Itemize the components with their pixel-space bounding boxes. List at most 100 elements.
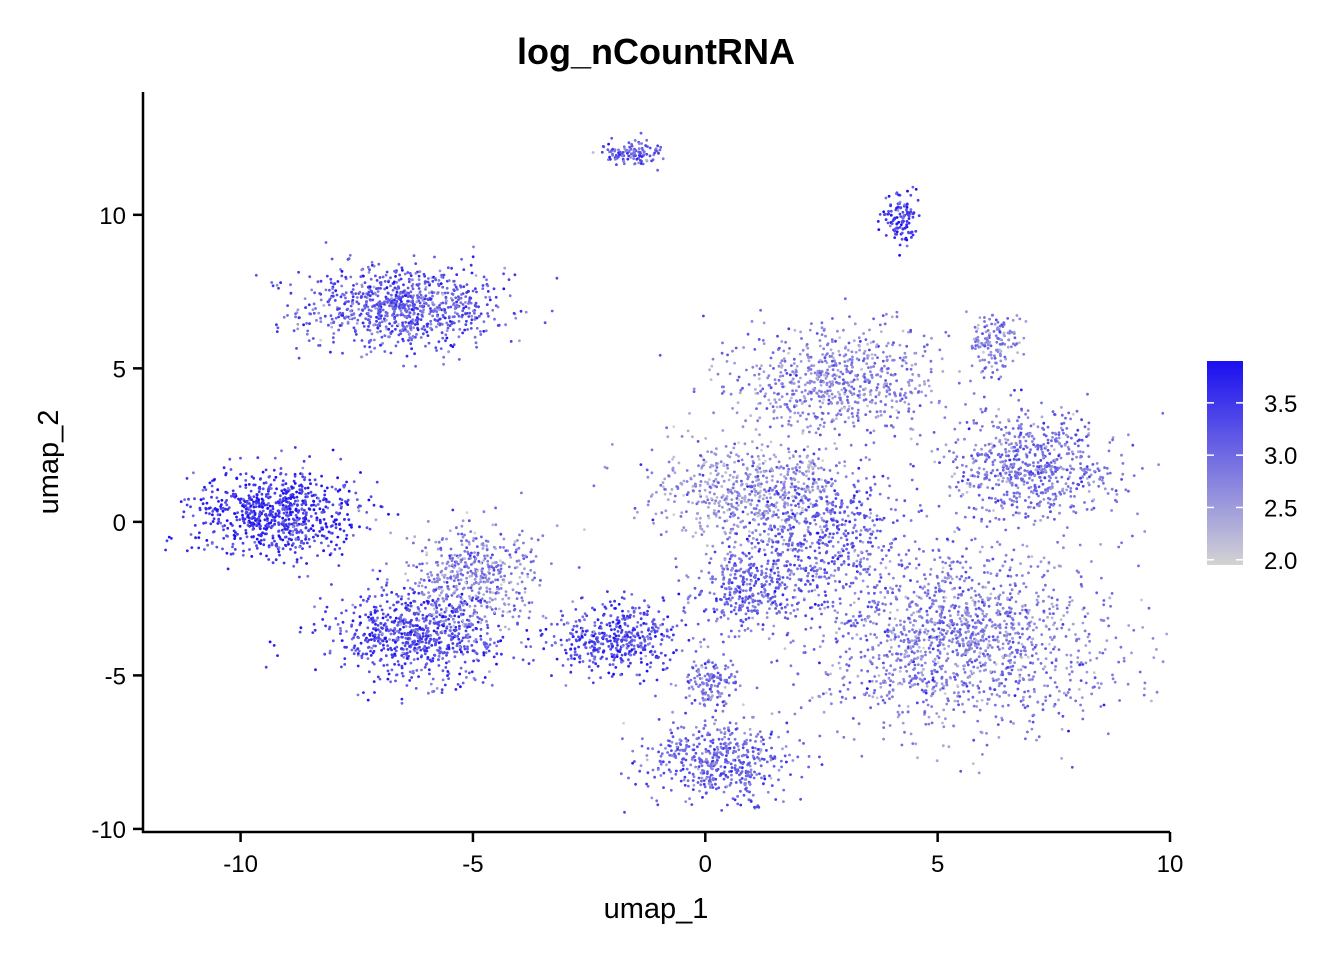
cell-point: [667, 460, 671, 464]
cell-point: [369, 315, 373, 319]
cell-point: [818, 433, 822, 437]
cell-point: [479, 601, 483, 604]
cell-point: [385, 583, 388, 587]
cell-point: [305, 562, 308, 565]
cell-point: [523, 554, 527, 558]
cell-point: [824, 334, 827, 338]
cell-point: [864, 456, 868, 459]
cell-point: [405, 561, 409, 564]
cell-point: [284, 489, 288, 492]
cell-point: [453, 574, 456, 578]
cell-point: [458, 627, 461, 631]
cell-point: [727, 490, 730, 494]
cell-point: [365, 353, 369, 356]
cell-point: [370, 261, 374, 264]
cell-point: [888, 388, 892, 392]
cell-point: [434, 346, 438, 350]
cell-point: [843, 464, 847, 468]
cell-point: [725, 360, 729, 363]
cell-point: [403, 315, 407, 319]
cell-point: [998, 352, 1002, 356]
cell-point: [842, 378, 845, 382]
cell-point: [879, 410, 882, 413]
cell-point: [739, 520, 743, 524]
cell-point: [480, 568, 484, 572]
cell-point: [781, 374, 785, 378]
cell-point: [901, 227, 905, 231]
cell-point: [367, 638, 371, 642]
cell-point: [376, 290, 380, 293]
cell-point: [830, 420, 834, 424]
cell-point: [468, 671, 471, 675]
cell-point: [717, 481, 720, 485]
cell-point: [847, 416, 851, 420]
cell-point: [390, 653, 394, 657]
cell-point: [737, 504, 740, 507]
cell-point: [1013, 435, 1017, 438]
cell-point: [413, 630, 417, 634]
cell-point: [895, 315, 899, 319]
cell-point: [331, 524, 334, 527]
cell-point: [798, 454, 802, 458]
cell-point: [444, 301, 448, 305]
cell-point: [287, 518, 291, 521]
cell-point: [831, 380, 834, 384]
cell-point: [720, 351, 724, 355]
cell-point: [165, 539, 169, 543]
cell-point: [757, 458, 761, 461]
cell-point: [864, 377, 867, 381]
cell-point: [313, 291, 316, 295]
cell-point: [422, 308, 425, 311]
cell-point: [324, 624, 327, 628]
cell-point: [418, 581, 422, 584]
cell-point: [442, 315, 445, 319]
cell-point: [204, 521, 208, 525]
cell-point: [393, 269, 396, 273]
cell-point: [804, 372, 808, 376]
cell-point: [710, 450, 713, 454]
cell-point: [461, 652, 465, 656]
cell-point: [843, 387, 846, 390]
cell-point: [508, 294, 512, 298]
cell-point: [676, 487, 680, 490]
cell-point: [761, 339, 765, 342]
cell-point: [198, 506, 202, 510]
cell-point: [750, 511, 754, 514]
cell-point: [325, 500, 328, 504]
cell-point: [856, 378, 859, 381]
cell-point: [248, 502, 251, 505]
cell-point: [909, 437, 913, 441]
cell-point: [504, 323, 507, 327]
cell-point: [658, 353, 662, 357]
cell-point: [351, 301, 354, 305]
cell-point: [799, 414, 802, 417]
cell-point: [692, 390, 696, 393]
cell-point: [403, 272, 407, 276]
cell-point: [257, 486, 261, 490]
cell-point: [735, 453, 738, 457]
cell-point: [719, 460, 723, 464]
cell-point: [475, 545, 479, 548]
cell-point: [793, 485, 797, 489]
cell-point: [813, 380, 816, 384]
cell-point: [1039, 500, 1042, 504]
cell-point: [400, 305, 403, 309]
cell-point: [410, 347, 413, 351]
cell-point: [458, 605, 462, 609]
cell-point: [413, 649, 417, 653]
cell-point: [1008, 329, 1012, 333]
cell-point: [474, 301, 478, 305]
cell-point: [806, 346, 810, 350]
cell-point: [896, 209, 900, 212]
cell-point: [329, 321, 333, 325]
cell-point: [263, 532, 267, 536]
cell-point: [376, 639, 380, 643]
cell-point: [986, 336, 990, 340]
cell-point: [286, 525, 290, 529]
cell-point: [776, 480, 779, 484]
cell-point: [314, 668, 317, 672]
cell-point: [281, 516, 285, 520]
cell-point: [411, 287, 415, 291]
cell-point: [281, 503, 285, 507]
cell-point: [325, 605, 329, 609]
